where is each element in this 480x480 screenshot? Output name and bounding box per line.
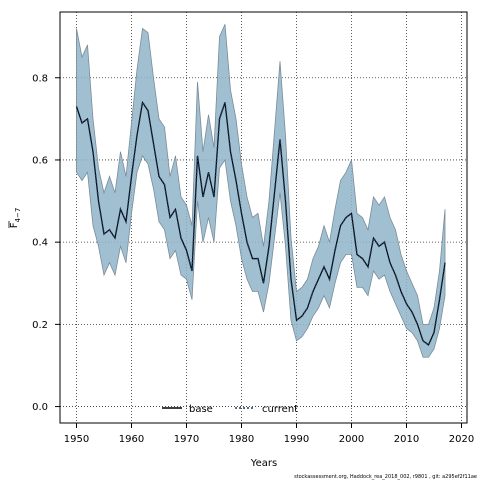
legend-label-current: current bbox=[262, 404, 298, 415]
confidence-band bbox=[76, 24, 446, 358]
series-line-current bbox=[75, 100, 446, 347]
x-tick-label: 1990 bbox=[284, 434, 309, 445]
y-tick-label: 0.4 bbox=[32, 238, 48, 249]
x-axis: 1950 1960 1970 1980 1990 2000 2010 2020 bbox=[64, 423, 474, 445]
y-tick-label: 0.8 bbox=[32, 73, 48, 84]
x-axis-title: Years bbox=[250, 458, 277, 469]
footer-note: stockassessment.org, Haddock_rea_2018_00… bbox=[294, 474, 477, 480]
x-tick-label: 1970 bbox=[174, 434, 199, 445]
y-axis: 0.0 0.2 0.4 0.6 0.8 bbox=[32, 73, 60, 413]
grid bbox=[60, 12, 467, 423]
y-tick-label: 0.0 bbox=[32, 402, 48, 413]
y-axis-title-sub: 4−7 bbox=[14, 208, 22, 223]
svg-text:F4−7: F4−7 bbox=[9, 208, 22, 229]
y-axis-title-main: F bbox=[9, 222, 20, 228]
legend: base current bbox=[162, 404, 298, 415]
y-tick-label: 0.6 bbox=[32, 155, 48, 166]
x-tick-label: 2000 bbox=[339, 434, 364, 445]
y-tick-label: 0.2 bbox=[32, 320, 48, 331]
x-tick-label: 1960 bbox=[119, 434, 144, 445]
x-tick-label: 1980 bbox=[229, 434, 254, 445]
x-tick-label: 2020 bbox=[449, 434, 474, 445]
x-tick-label: 1950 bbox=[64, 434, 89, 445]
plot-frame bbox=[59, 11, 468, 424]
y-axis-title: F4−7 bbox=[8, 208, 22, 229]
x-tick-label: 2010 bbox=[394, 434, 419, 445]
legend-label-base: base bbox=[189, 404, 213, 415]
